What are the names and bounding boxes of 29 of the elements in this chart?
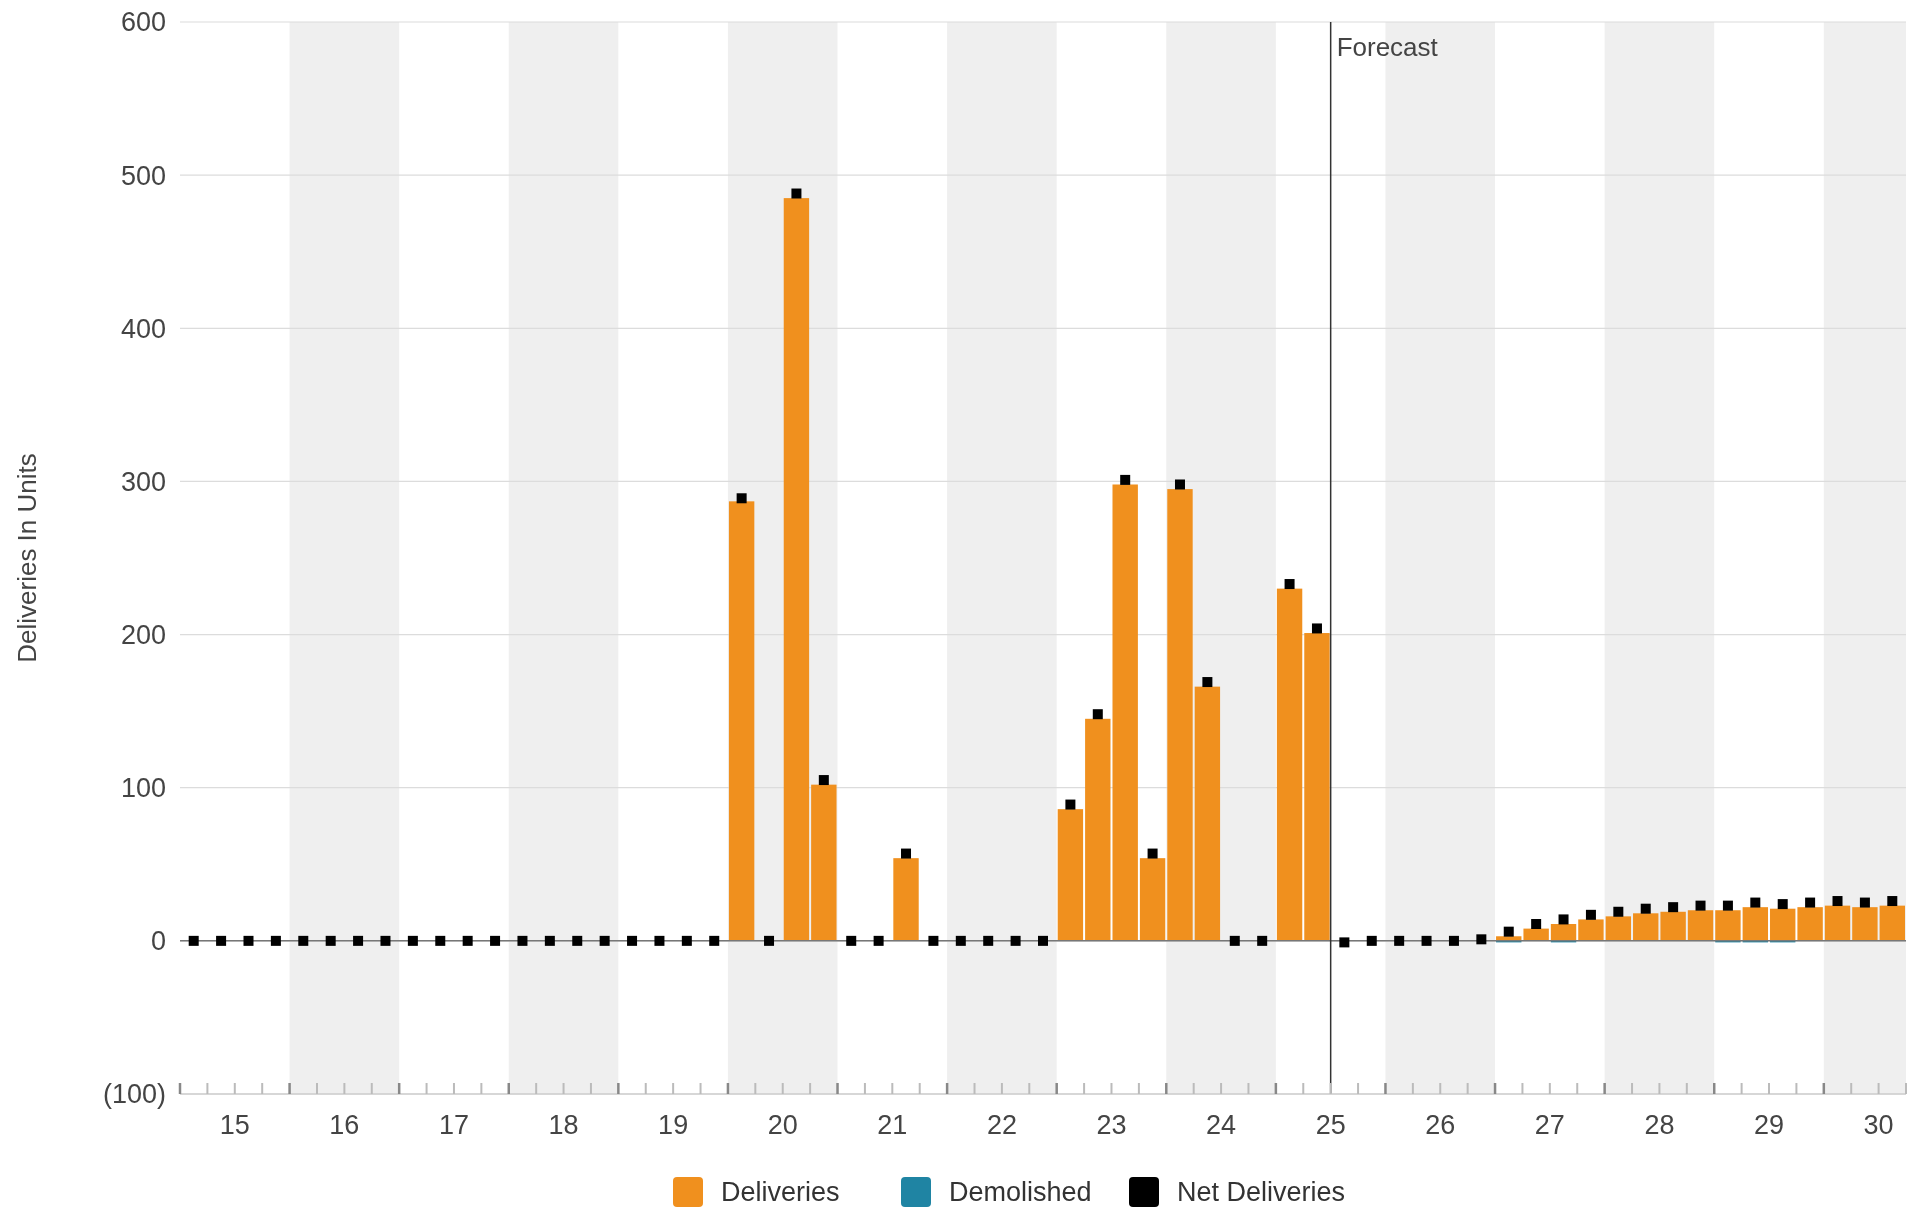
x-tick-label: 26 bbox=[1425, 1110, 1456, 1140]
x-tick-label: 23 bbox=[1096, 1110, 1127, 1140]
x-tick-label: 18 bbox=[548, 1110, 579, 1140]
y-tick-label: 0 bbox=[150, 926, 166, 957]
y-tick-label: 600 bbox=[120, 7, 166, 38]
y-axis-title: Deliveries In Units bbox=[12, 453, 42, 663]
x-tick-label: 29 bbox=[1753, 1110, 1785, 1140]
y-tick-label: (100) bbox=[102, 1079, 166, 1110]
x-tick-label: 21 bbox=[877, 1110, 908, 1140]
x-tick-label: 24 bbox=[1206, 1110, 1237, 1140]
y-tick-label: 500 bbox=[120, 160, 166, 191]
x-tick-label: 20 bbox=[767, 1110, 798, 1140]
ref-line-label: Forecast bbox=[1336, 32, 1439, 62]
legend-label: Deliveries bbox=[721, 1177, 840, 1208]
x-tick-label: 30 bbox=[1863, 1110, 1894, 1140]
y-tick-label: 400 bbox=[120, 313, 166, 344]
x-tick-label: 17 bbox=[438, 1110, 469, 1140]
legend-label: Demolished bbox=[949, 1177, 1092, 1208]
y-tick-label: 100 bbox=[120, 773, 166, 804]
legend-label: Net Deliveries bbox=[1177, 1177, 1346, 1208]
x-tick-label: 27 bbox=[1534, 1110, 1565, 1140]
y-tick-label: 300 bbox=[120, 466, 166, 497]
x-tick-label: 15 bbox=[219, 1110, 250, 1140]
x-tick-label: 22 bbox=[986, 1110, 1017, 1140]
x-tick-label: 25 bbox=[1315, 1110, 1346, 1140]
y-tick-label: 200 bbox=[120, 620, 166, 651]
x-tick-label: 28 bbox=[1644, 1110, 1675, 1140]
x-tick-label: 19 bbox=[658, 1110, 689, 1140]
x-tick-label: 16 bbox=[329, 1110, 360, 1140]
